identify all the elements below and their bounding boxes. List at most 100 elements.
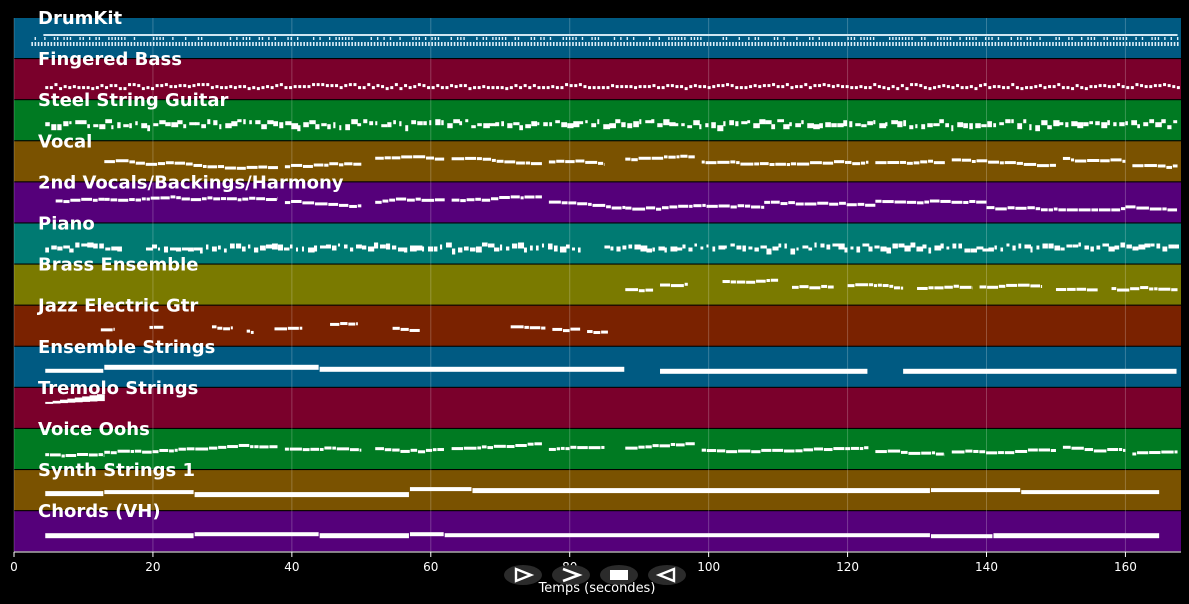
note: [341, 37, 344, 40]
note: [1121, 85, 1125, 89]
note: [805, 42, 808, 46]
note: [889, 284, 894, 288]
note: [87, 124, 90, 129]
note: [453, 42, 456, 46]
note: [868, 246, 873, 252]
note: [1007, 42, 1009, 46]
note: [1166, 165, 1172, 169]
note: [664, 155, 668, 159]
note: [1140, 286, 1149, 290]
note: [738, 449, 751, 453]
note: [487, 243, 495, 248]
note: [224, 86, 228, 90]
note: [833, 447, 845, 451]
note: [1106, 37, 1108, 40]
note: [517, 242, 525, 249]
note: [1153, 84, 1157, 88]
note: [845, 160, 852, 164]
note: [248, 37, 251, 40]
note: [34, 42, 37, 46]
note: [792, 285, 799, 289]
note: [344, 84, 348, 88]
note: [69, 248, 74, 253]
note: [979, 84, 983, 88]
note: [891, 120, 899, 125]
note: [1090, 246, 1094, 252]
note: [754, 162, 760, 166]
note: [392, 42, 395, 46]
note: [828, 42, 830, 46]
note: [381, 124, 388, 128]
note: [1083, 122, 1089, 127]
note: [975, 42, 977, 46]
note: [82, 42, 85, 46]
note: [220, 42, 222, 46]
note: [997, 37, 1000, 40]
stop-button[interactable]: [600, 565, 638, 585]
note: [845, 447, 851, 451]
note: [69, 37, 72, 40]
note: [99, 243, 104, 249]
note: [1119, 122, 1125, 127]
note: [273, 121, 278, 127]
note: [699, 124, 702, 130]
forward-button[interactable]: [552, 565, 590, 585]
note: [1042, 243, 1048, 249]
note: [249, 196, 256, 200]
note: [246, 329, 251, 333]
note: [885, 42, 888, 46]
note: [142, 450, 152, 454]
note: [1084, 245, 1089, 250]
note: [892, 42, 894, 46]
note: [271, 42, 273, 46]
note: [185, 162, 193, 166]
rewind-button[interactable]: [648, 565, 686, 585]
note: [1128, 42, 1131, 46]
note: [959, 42, 961, 46]
play-button[interactable]: [504, 565, 542, 585]
note: [1162, 246, 1168, 252]
note: [1026, 42, 1029, 46]
note: [668, 155, 676, 159]
note: [379, 244, 386, 249]
note: [659, 444, 670, 448]
note: [915, 124, 918, 129]
note: [376, 42, 379, 46]
note: [159, 448, 169, 452]
note: [302, 85, 306, 89]
note: [979, 450, 986, 454]
note: [737, 204, 745, 208]
note: [718, 245, 726, 250]
note: [409, 487, 472, 492]
note: [1071, 37, 1073, 40]
track-label: DrumKit: [38, 8, 123, 29]
x-tick-label: 0: [10, 560, 18, 574]
note: [946, 37, 948, 40]
note: [543, 42, 545, 46]
note: [211, 325, 217, 329]
note: [427, 246, 434, 252]
note: [664, 247, 667, 253]
note: [658, 246, 665, 251]
note: [993, 123, 997, 128]
note: [861, 124, 867, 128]
note: [252, 42, 254, 46]
note: [441, 120, 444, 126]
track-band: [14, 59, 1181, 100]
note: [1160, 42, 1163, 46]
note: [817, 201, 829, 205]
note: [152, 37, 155, 40]
note: [375, 121, 378, 126]
note: [951, 450, 965, 454]
note: [919, 84, 923, 88]
note: [412, 37, 414, 40]
note: [655, 207, 662, 211]
note: [410, 448, 418, 452]
note: [1094, 85, 1098, 89]
note: [703, 85, 707, 89]
note: [971, 159, 976, 163]
note: [133, 42, 136, 46]
note: [207, 42, 209, 46]
note: [101, 42, 104, 46]
note: [481, 198, 491, 202]
